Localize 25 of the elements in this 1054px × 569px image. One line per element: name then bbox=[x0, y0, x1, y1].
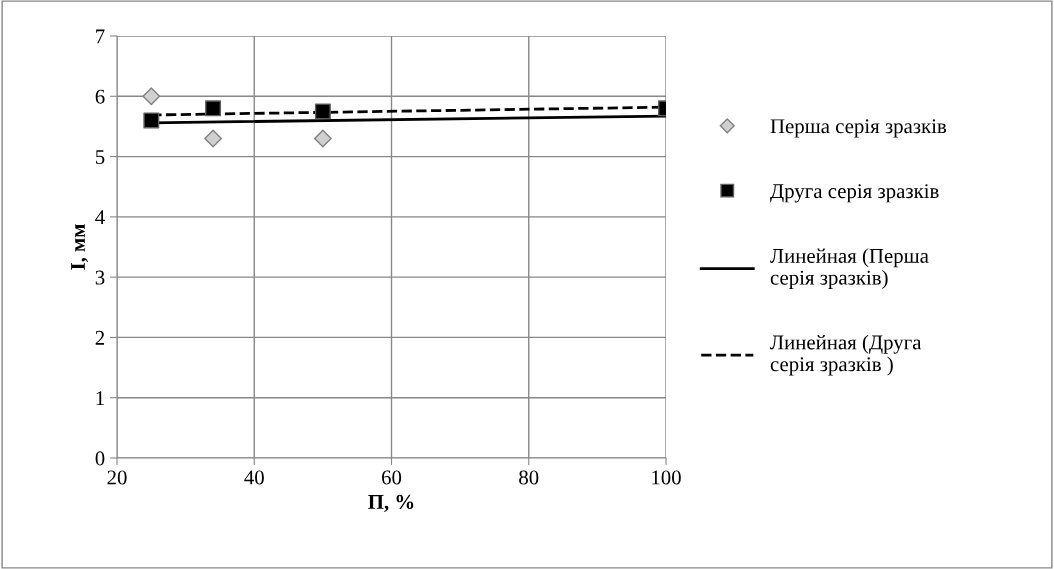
point bbox=[143, 112, 160, 129]
y-tick-label: 4 bbox=[95, 210, 105, 225]
y-tick-label: 6 bbox=[95, 89, 105, 104]
x-axis-title: П, % bbox=[368, 494, 414, 512]
y-axis-title: I, мм bbox=[71, 224, 89, 270]
point bbox=[313, 129, 332, 148]
point bbox=[205, 100, 222, 117]
point bbox=[142, 87, 161, 106]
x-tick-label: 60 bbox=[381, 470, 402, 485]
legend-label: Перша серія зразків bbox=[770, 119, 947, 138]
legend-label: Друга серія зразків bbox=[770, 184, 939, 203]
point bbox=[204, 129, 222, 148]
legend-label: Линейная (Друга серія зразків ) bbox=[770, 334, 922, 376]
y-tick-label: 5 bbox=[95, 150, 105, 164]
x-tick-label: 40 bbox=[244, 470, 264, 485]
x-tick-label: 80 bbox=[519, 470, 539, 485]
x-tick-label: 100 bbox=[652, 470, 681, 485]
y-tick-label: 1 bbox=[96, 391, 104, 405]
y-tick-label: 3 bbox=[95, 270, 105, 285]
point bbox=[314, 103, 331, 120]
y-tick-label: 0 bbox=[95, 451, 105, 466]
x-tick-label: 20 bbox=[107, 470, 127, 485]
y-tick-label: 2 bbox=[95, 330, 105, 345]
y-tick-label: 7 bbox=[96, 29, 105, 44]
legend-label: Линейная (Перша серія зразків) bbox=[770, 248, 929, 289]
